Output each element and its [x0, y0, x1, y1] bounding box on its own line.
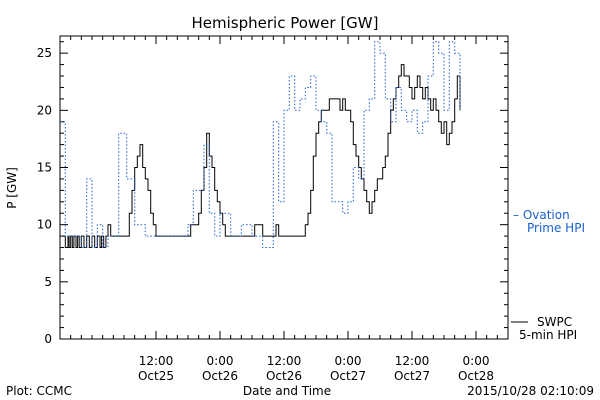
series-line-ovation [60, 41, 461, 248]
y-tick-label: 15 [37, 160, 52, 174]
y-axis: 0 5 10 15 20 25 [37, 41, 508, 346]
legend-swpc-line2: 5-min HPI [519, 328, 577, 342]
chart-title: Hemispheric Power [GW] [192, 14, 379, 32]
x-tick-date: Oct26 [266, 369, 302, 383]
y-tick-label: 20 [37, 103, 52, 117]
legend-ovation-line1: – Ovation [513, 208, 570, 222]
x-tick-time: 0:00 [463, 354, 490, 368]
x-tick-date: Oct28 [458, 369, 494, 383]
plot-timestamp: 2015/10/28 02:10:09 [467, 384, 594, 398]
x-tick-date: Oct25 [138, 369, 174, 383]
x-tick-time: 0:00 [207, 354, 234, 368]
plot-credit: Plot: CCMC [6, 384, 72, 398]
x-tick-date: Oct26 [202, 369, 238, 383]
series-layer [60, 41, 461, 248]
x-tick-time: 0:00 [335, 354, 362, 368]
y-tick-label: 0 [44, 332, 52, 346]
legend-ovation-line2: Prime HPI [527, 221, 585, 235]
x-axis: 12:00Oct250:00Oct2612:00Oct260:00Oct2712… [59, 36, 509, 383]
x-tick-time: 12:00 [139, 354, 174, 368]
series-line-swpc [62, 64, 461, 248]
x-tick-date: Oct27 [394, 369, 430, 383]
legend-swpc-line1: SWPC [537, 315, 572, 329]
y-tick-label: 5 [44, 275, 52, 289]
y-axis-label: P [GW] [5, 167, 19, 209]
x-axis-label: Date and Time [243, 384, 331, 398]
x-tick-date: Oct27 [330, 369, 366, 383]
y-tick-label: 10 [37, 218, 52, 232]
y-tick-label: 25 [37, 46, 52, 60]
x-tick-time: 12:00 [267, 354, 302, 368]
x-tick-time: 12:00 [395, 354, 430, 368]
